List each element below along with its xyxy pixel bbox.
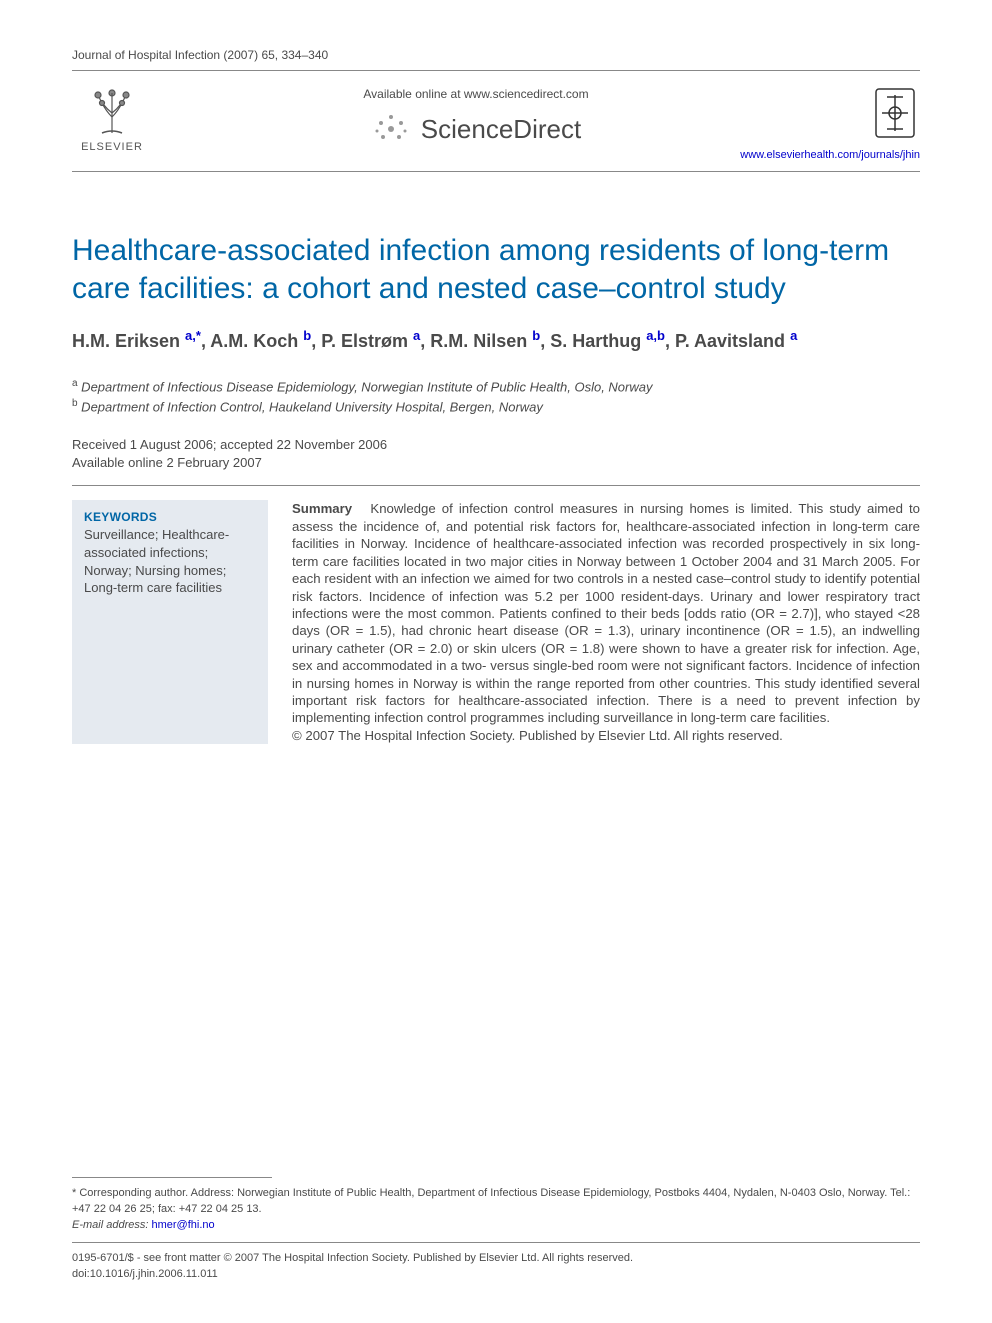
journal-citation: Journal of Hospital Infection (2007) 65,… — [72, 48, 920, 62]
summary-text: Knowledge of infection control measures … — [292, 501, 920, 725]
corresponding-author: * Corresponding author. Address: Norwegi… — [72, 1186, 920, 1218]
elsevier-tree-icon — [84, 83, 140, 139]
email-link[interactable]: hmer@fhi.no — [151, 1219, 214, 1231]
footnote-rule — [72, 1177, 272, 1178]
summary-lead: Summary — [292, 501, 352, 516]
doi: doi:10.1016/j.jhin.2006.11.011 — [72, 1267, 920, 1283]
article-title: Healthcare-associated infection among re… — [72, 232, 920, 307]
summary-block: Summary Knowledge of infection control m… — [292, 500, 920, 744]
society-block: www.elsevierhealth.com/journals/jhin — [800, 83, 920, 161]
page-footer: * Corresponding author. Address: Norwegi… — [72, 1177, 920, 1283]
journal-url-link[interactable]: www.elsevierhealth.com/journals/jhin — [740, 149, 920, 161]
footer-rule — [72, 1242, 920, 1243]
front-matter: 0195-6701/$ - see front matter © 2007 Th… — [72, 1251, 920, 1267]
available-online-date: Available online 2 February 2007 — [72, 454, 920, 472]
author-list: H.M. Eriksen a,*, A.M. Koch b, P. Elstrø… — [72, 327, 920, 353]
publisher-logo-block: ELSEVIER — [72, 83, 152, 153]
summary-copyright: © 2007 The Hospital Infection Society. P… — [292, 727, 920, 744]
email-label: E-mail address: — [72, 1219, 148, 1231]
publisher-name: ELSEVIER — [81, 141, 143, 153]
article-dates: Received 1 August 2006; accepted 22 Nove… — [72, 436, 920, 471]
society-logo-icon — [870, 83, 920, 143]
affiliations-block: a Department of Infectious Disease Epide… — [72, 377, 920, 416]
available-online-text: Available online at www.sciencedirect.co… — [152, 87, 800, 101]
header-bar: ELSEVIER Available online at www.science… — [72, 70, 920, 172]
keywords-list: Surveillance; Healthcare-associated infe… — [84, 526, 256, 596]
sciencedirect-block: Available online at www.sciencedirect.co… — [152, 83, 800, 149]
received-date: Received 1 August 2006; accepted 22 Nove… — [72, 436, 920, 454]
sciencedirect-wordmark: ScienceDirect — [421, 114, 581, 145]
keywords-box: KEYWORDS Surveillance; Healthcare-associ… — [72, 500, 268, 744]
abstract-row: KEYWORDS Surveillance; Healthcare-associ… — [72, 485, 920, 744]
sciencedirect-atom-icon — [371, 109, 411, 149]
keywords-heading: KEYWORDS — [84, 510, 256, 524]
